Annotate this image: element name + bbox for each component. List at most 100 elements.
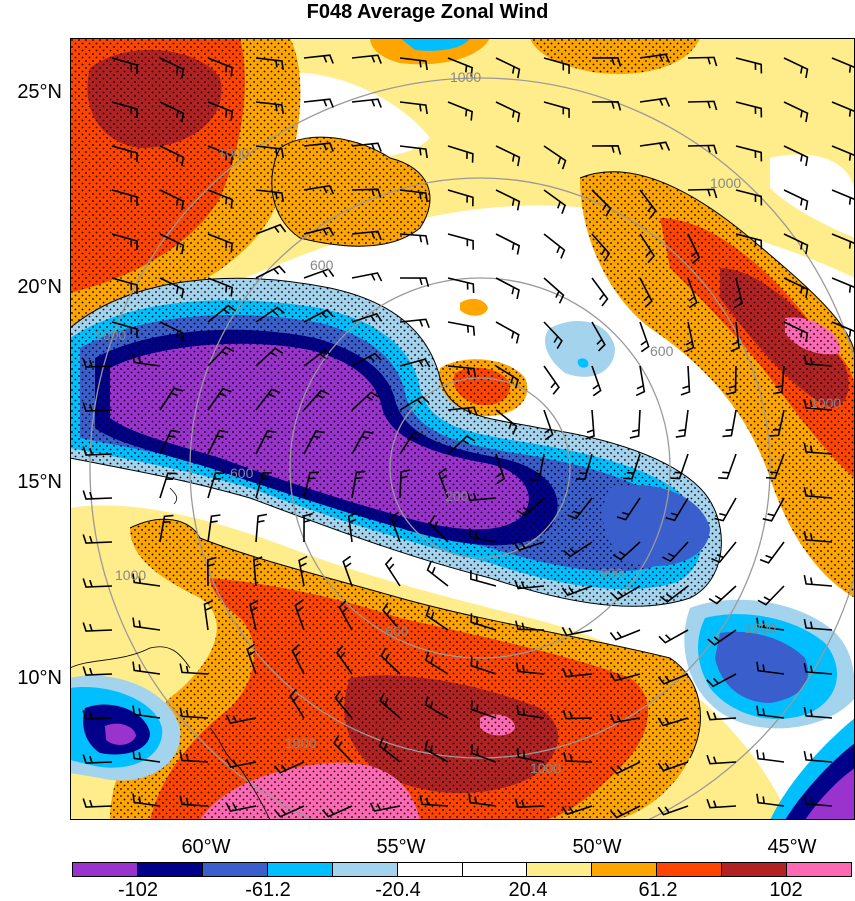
wind-barb bbox=[384, 556, 401, 587]
wind-barb bbox=[159, 233, 185, 255]
colorbar-label: -61.2 bbox=[245, 879, 291, 901]
wind-barb bbox=[733, 277, 744, 309]
wind-barb bbox=[399, 57, 428, 71]
colorbar-swatch bbox=[462, 863, 528, 876]
wind-barb bbox=[424, 651, 449, 675]
wind-barb bbox=[803, 706, 833, 719]
wind-barb bbox=[351, 98, 382, 108]
wind-barb bbox=[610, 585, 641, 601]
wind-barb bbox=[249, 599, 259, 631]
purple-blob-southwest bbox=[105, 723, 136, 745]
wind-barb bbox=[561, 585, 593, 597]
lon-label-60w: 60°W bbox=[181, 836, 231, 858]
wind-barb bbox=[803, 574, 833, 587]
wind-barb bbox=[591, 321, 606, 352]
lat-label-10n: 10°N bbox=[17, 667, 62, 689]
wind-barb bbox=[424, 696, 449, 719]
wind-barb bbox=[379, 692, 401, 719]
range-ring-label: 600 bbox=[600, 565, 624, 581]
wind-barb bbox=[390, 511, 401, 543]
wind-barb bbox=[687, 144, 718, 155]
wind-barb bbox=[207, 189, 234, 209]
wind-barb bbox=[399, 431, 423, 455]
wind-barb bbox=[657, 805, 689, 816]
range-ring-label: 1000 bbox=[745, 620, 776, 636]
wind-barb bbox=[561, 805, 593, 816]
wind-barb bbox=[657, 717, 689, 727]
wind-barb bbox=[659, 585, 689, 603]
wind-barb bbox=[591, 277, 609, 307]
wind-map: 1000 1000 600 1000 600 1000 200 600 1000 600 600 10… bbox=[70, 38, 855, 820]
wind-barb bbox=[82, 402, 113, 412]
range-ring-label: 600 bbox=[230, 465, 254, 481]
wind-barb bbox=[447, 321, 476, 336]
wind-barb bbox=[735, 233, 763, 250]
colorbar-swatch bbox=[202, 863, 268, 876]
wind-barb bbox=[759, 541, 785, 564]
wind-barb bbox=[468, 793, 497, 807]
wind-barb bbox=[706, 754, 737, 765]
wind-barb bbox=[159, 145, 185, 167]
wind-barb bbox=[610, 761, 641, 775]
range-ring-label: 1000 bbox=[710, 175, 741, 191]
wind-barb bbox=[803, 442, 833, 455]
wind-barb bbox=[762, 497, 785, 522]
wind-barb bbox=[132, 749, 161, 763]
wind-barb bbox=[273, 761, 305, 774]
wind-barb bbox=[803, 750, 833, 763]
figure-title: F048 Average Zonal Wind bbox=[306, 1, 549, 23]
wind-barb bbox=[831, 321, 855, 341]
map-plot-area[interactable]: 1000 1000 600 1000 600 1000 200 600 1000 600 600 10… bbox=[70, 38, 855, 820]
wind-barb bbox=[670, 453, 689, 480]
wind-barb bbox=[470, 570, 497, 587]
wind-barb bbox=[616, 497, 641, 521]
colorbar-swatch bbox=[332, 863, 398, 876]
range-ring-label: 200 bbox=[445, 488, 469, 504]
wind-barb bbox=[447, 406, 478, 416]
wind-barb bbox=[735, 101, 763, 118]
wind-barb bbox=[303, 349, 333, 367]
wind-barb bbox=[706, 673, 737, 688]
lon-label-55w: 55°W bbox=[376, 836, 426, 858]
wind-barb bbox=[369, 802, 401, 812]
wind-barb bbox=[783, 321, 809, 343]
wind-barb bbox=[255, 223, 287, 235]
wind-barb bbox=[111, 101, 138, 119]
wind-barb bbox=[585, 409, 595, 440]
wind-barb bbox=[563, 541, 593, 558]
wind-barb bbox=[687, 56, 718, 67]
wind-barb bbox=[447, 233, 474, 250]
wind-barb bbox=[255, 145, 285, 159]
wind-barb bbox=[225, 802, 257, 813]
wind-barb bbox=[756, 617, 785, 631]
wind-barb bbox=[255, 472, 272, 499]
coastline bbox=[70, 487, 271, 820]
wind-barb bbox=[543, 189, 567, 214]
wind-barbs bbox=[82, 53, 855, 819]
wind-barb bbox=[735, 189, 763, 206]
wind-barb bbox=[543, 145, 567, 170]
range-ring-label: 600 bbox=[385, 623, 409, 639]
wind-barb bbox=[514, 579, 545, 590]
wind-barb bbox=[252, 556, 263, 587]
wind-barb bbox=[111, 57, 138, 75]
wind-barb bbox=[303, 184, 335, 195]
wind-barb bbox=[255, 265, 286, 279]
wind-barb bbox=[291, 644, 305, 675]
wind-barb bbox=[132, 661, 161, 675]
wind-barb bbox=[783, 57, 809, 79]
range-ring-label: 1000 bbox=[810, 395, 841, 411]
wind-barb bbox=[543, 233, 566, 259]
wind-barb bbox=[179, 707, 209, 719]
wind-barb bbox=[470, 700, 497, 719]
wind-barb bbox=[303, 98, 334, 108]
wind-barb bbox=[708, 585, 737, 605]
wind-barb bbox=[783, 277, 809, 299]
wind-barb bbox=[378, 737, 401, 763]
wind-barb bbox=[111, 321, 138, 339]
wind-barb bbox=[769, 409, 785, 437]
wind-barb bbox=[303, 309, 334, 323]
wind-barb bbox=[82, 710, 113, 720]
wind-barb bbox=[735, 145, 763, 162]
wind-barb bbox=[831, 145, 855, 165]
